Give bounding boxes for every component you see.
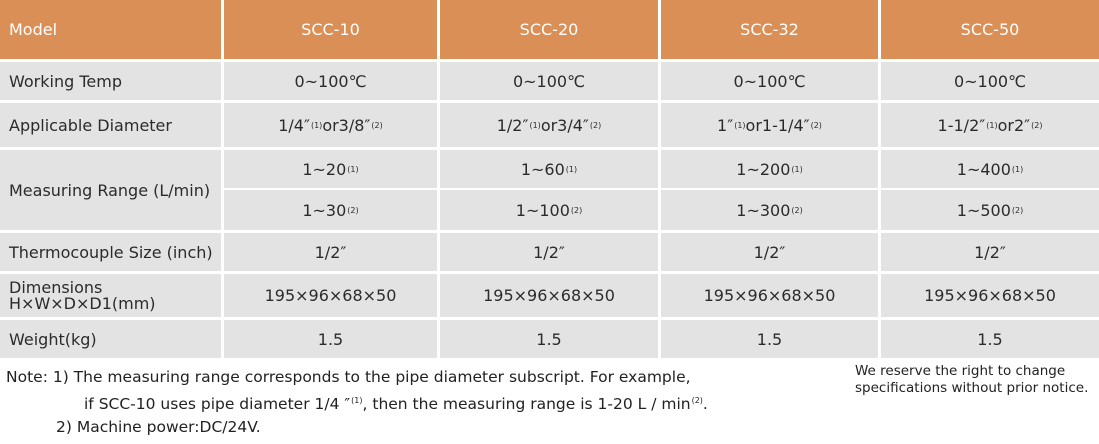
thermocouple-value: 1/2″ <box>224 233 437 271</box>
thermocouple-row: Thermocouple Size (inch) 1/2″ 1/2″ 1/2″ … <box>0 233 1099 271</box>
disclaimer: We reserve the right to change specifica… <box>855 363 1088 397</box>
applicable-diameter-value: 1-1/2″ (1) or2″ (2) <box>881 103 1099 147</box>
dimensions-value: 195×96×68×50 <box>661 274 878 317</box>
thermocouple-value: 1/2″ <box>661 233 878 271</box>
thermocouple-label: Thermocouple Size (inch) <box>0 233 221 271</box>
working-temp-value: 0~100℃ <box>881 62 1099 100</box>
dimensions-row: Dimensions H×W×D×D1(mm) 195×96×68×50 195… <box>0 274 1099 317</box>
weight-value: 1.5 <box>661 320 878 358</box>
header-scc-10: SCC-10 <box>224 0 437 59</box>
header-scc-50: SCC-50 <box>881 0 1099 59</box>
measuring-range-label: Measuring Range (L/min) <box>0 150 221 230</box>
measuring-range-value: 1~300 (2) <box>661 190 878 230</box>
applicable-diameter-label: Applicable Diameter <box>0 103 221 147</box>
weight-value: 1.5 <box>881 320 1099 358</box>
working-temp-value: 0~100℃ <box>440 62 658 100</box>
header-scc-20: SCC-20 <box>440 0 658 59</box>
note-line-2: if SCC-10 uses pipe diameter 1/4 ″(1), t… <box>84 395 708 413</box>
notes: Note: 1) The measuring range corresponds… <box>6 366 708 439</box>
working-temp-value: 0~100℃ <box>661 62 878 100</box>
dimensions-value: 195×96×68×50 <box>881 274 1099 317</box>
applicable-diameter-value: 1/2″ (1) or3/4″ (2) <box>440 103 658 147</box>
measuring-range-value: 1~30 (2) <box>224 190 437 230</box>
note-line-1: Note: 1) The measuring range corresponds… <box>6 368 691 386</box>
header-row: Model SCC-10 SCC-20 SCC-32 SCC-50 <box>0 0 1099 59</box>
thermocouple-value: 1/2″ <box>440 233 658 271</box>
disclaimer-line-1: We reserve the right to change <box>855 363 1066 379</box>
measuring-range-value: 1~60 (1) <box>440 150 658 188</box>
note-line-3: 2) Machine power:DC/24V. <box>56 418 261 436</box>
measuring-range-value: 1~500 (2) <box>881 190 1099 230</box>
weight-label: Weight(kg) <box>0 320 221 358</box>
disclaimer-line-2: specifications without prior notice. <box>855 380 1089 396</box>
measuring-range-value: 1~100 (2) <box>440 190 658 230</box>
dimensions-value: 195×96×68×50 <box>440 274 658 317</box>
applicable-diameter-value: 1″ (1) or1-1/4″ (2) <box>661 103 878 147</box>
dimensions-value: 195×96×68×50 <box>224 274 437 317</box>
weight-row: Weight(kg) 1.5 1.5 1.5 1.5 <box>0 320 1099 358</box>
working-temp-row: Working Temp 0~100℃ 0~100℃ 0~100℃ 0~100℃ <box>0 62 1099 100</box>
thermocouple-value: 1/2″ <box>881 233 1099 271</box>
measuring-range-row: Measuring Range (L/min) 1~20 (1) 1~60 (1) … <box>0 150 1099 230</box>
applicable-diameter-value: 1/4″ (1) or3/8″ (2) <box>224 103 437 147</box>
weight-value: 1.5 <box>440 320 658 358</box>
measuring-range-value: 1~400 (1) <box>881 150 1099 188</box>
working-temp-label: Working Temp <box>0 62 221 100</box>
measuring-range-value: 1~20 (1) <box>224 150 437 188</box>
dimensions-label: Dimensions H×W×D×D1(mm) <box>0 274 221 317</box>
measuring-range-value: 1~200 (1) <box>661 150 878 188</box>
header-model-label: Model <box>0 0 221 59</box>
weight-value: 1.5 <box>224 320 437 358</box>
working-temp-value: 0~100℃ <box>224 62 437 100</box>
header-scc-32: SCC-32 <box>661 0 878 59</box>
applicable-diameter-row: Applicable Diameter 1/4″ (1) or3/8″ (2) 1/2… <box>0 103 1099 147</box>
